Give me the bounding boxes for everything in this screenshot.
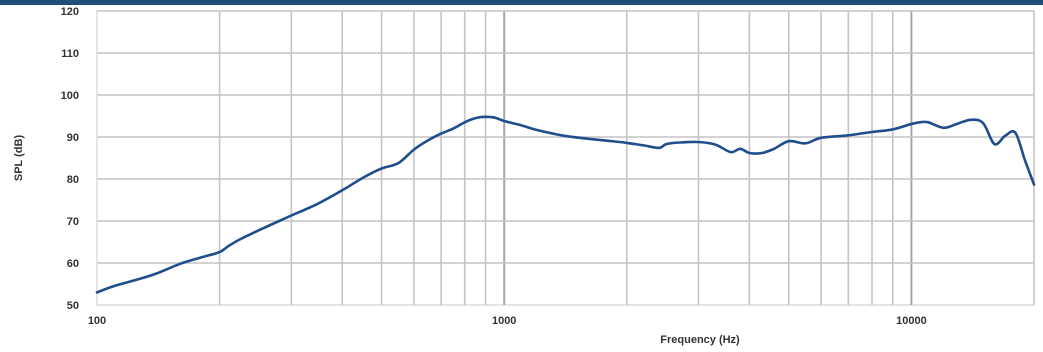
y-tick-label: 60 <box>67 258 79 270</box>
y-tick-label: 80 <box>67 174 79 186</box>
spl-series-line <box>95 115 1036 294</box>
y-tick-label: 90 <box>67 132 79 144</box>
horizontal-grid <box>97 10 1034 264</box>
y-tick-label: 120 <box>61 6 79 18</box>
vertical-grid <box>218 11 1035 305</box>
x-tick-label: 1000 <box>492 315 516 327</box>
y-tick-label: 70 <box>67 216 79 228</box>
x-tick-label: 100 <box>88 315 106 327</box>
y-tick-labels: 50 60 70 80 90 100 110 120 <box>61 6 79 312</box>
plot-area <box>96 10 1035 306</box>
x-tick-labels: 100 1000 10000 <box>88 315 927 327</box>
y-tick-label: 110 <box>61 48 79 60</box>
top-border-band <box>0 0 1043 5</box>
y-tick-label: 50 <box>67 300 79 312</box>
x-axis-title: Frequency (Hz) <box>660 334 740 346</box>
y-tick-label: 100 <box>61 90 79 102</box>
y-axis-title: SPL (dB) <box>13 135 25 182</box>
x-tick-label: 10000 <box>896 315 927 327</box>
